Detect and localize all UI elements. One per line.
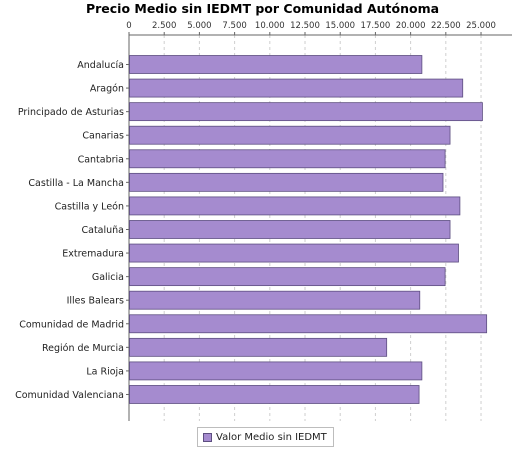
bar bbox=[129, 314, 488, 334]
bar bbox=[129, 102, 483, 122]
legend-label: Valor Medio sin IEDMT bbox=[216, 431, 327, 443]
x-tick-label: 20.000 bbox=[396, 21, 426, 31]
x-tick-label: 5.000 bbox=[187, 21, 211, 31]
legend: Valor Medio sin IEDMT bbox=[197, 427, 334, 447]
x-tick-label: 0 bbox=[126, 21, 131, 31]
x-tick-label: 10.000 bbox=[255, 21, 285, 31]
x-tick-label: 25.000 bbox=[466, 21, 496, 31]
x-tick-label: 7.500 bbox=[222, 21, 246, 31]
bar bbox=[129, 290, 421, 310]
category-label: Aragón bbox=[90, 84, 124, 95]
bar bbox=[129, 55, 423, 74]
bar bbox=[129, 172, 444, 192]
category-label: Cataluña bbox=[81, 225, 124, 236]
category-label: Andalucía bbox=[77, 60, 124, 71]
chart-title: Precio Medio sin IEDMT por Comunidad Aut… bbox=[85, 1, 440, 16]
category-label: Comunidad Valenciana bbox=[15, 390, 124, 401]
bar bbox=[129, 337, 388, 357]
legend-swatch bbox=[203, 432, 212, 442]
bar bbox=[129, 125, 451, 145]
bar bbox=[129, 385, 420, 404]
bar bbox=[129, 267, 446, 287]
bar bbox=[129, 361, 423, 381]
x-tick-label: 15.000 bbox=[325, 21, 355, 31]
category-label: Castilla - La Mancha bbox=[28, 178, 124, 189]
x-tick-label: 17.500 bbox=[361, 21, 391, 31]
x-tick-label: 2.500 bbox=[152, 21, 176, 31]
bar bbox=[129, 78, 464, 98]
category-label: Principado de Asturias bbox=[18, 107, 124, 118]
category-label: Extremadura bbox=[62, 249, 124, 260]
x-tick-label: 12.500 bbox=[290, 21, 320, 31]
bar bbox=[129, 196, 461, 216]
category-label: Canarias bbox=[82, 131, 124, 142]
category-label: Comunidad de Madrid bbox=[19, 319, 124, 330]
category-label: La Rioja bbox=[86, 366, 124, 377]
bar bbox=[129, 149, 446, 169]
category-label: Cantabria bbox=[78, 154, 124, 165]
bar bbox=[129, 220, 451, 239]
category-label: Región de Murcia bbox=[42, 343, 124, 354]
category-label: Illes Balears bbox=[67, 296, 124, 307]
category-label: Galicia bbox=[92, 272, 124, 283]
x-tick-label: 22.500 bbox=[431, 21, 461, 31]
category-label: Castilla y León bbox=[55, 201, 124, 212]
bar bbox=[129, 243, 459, 263]
